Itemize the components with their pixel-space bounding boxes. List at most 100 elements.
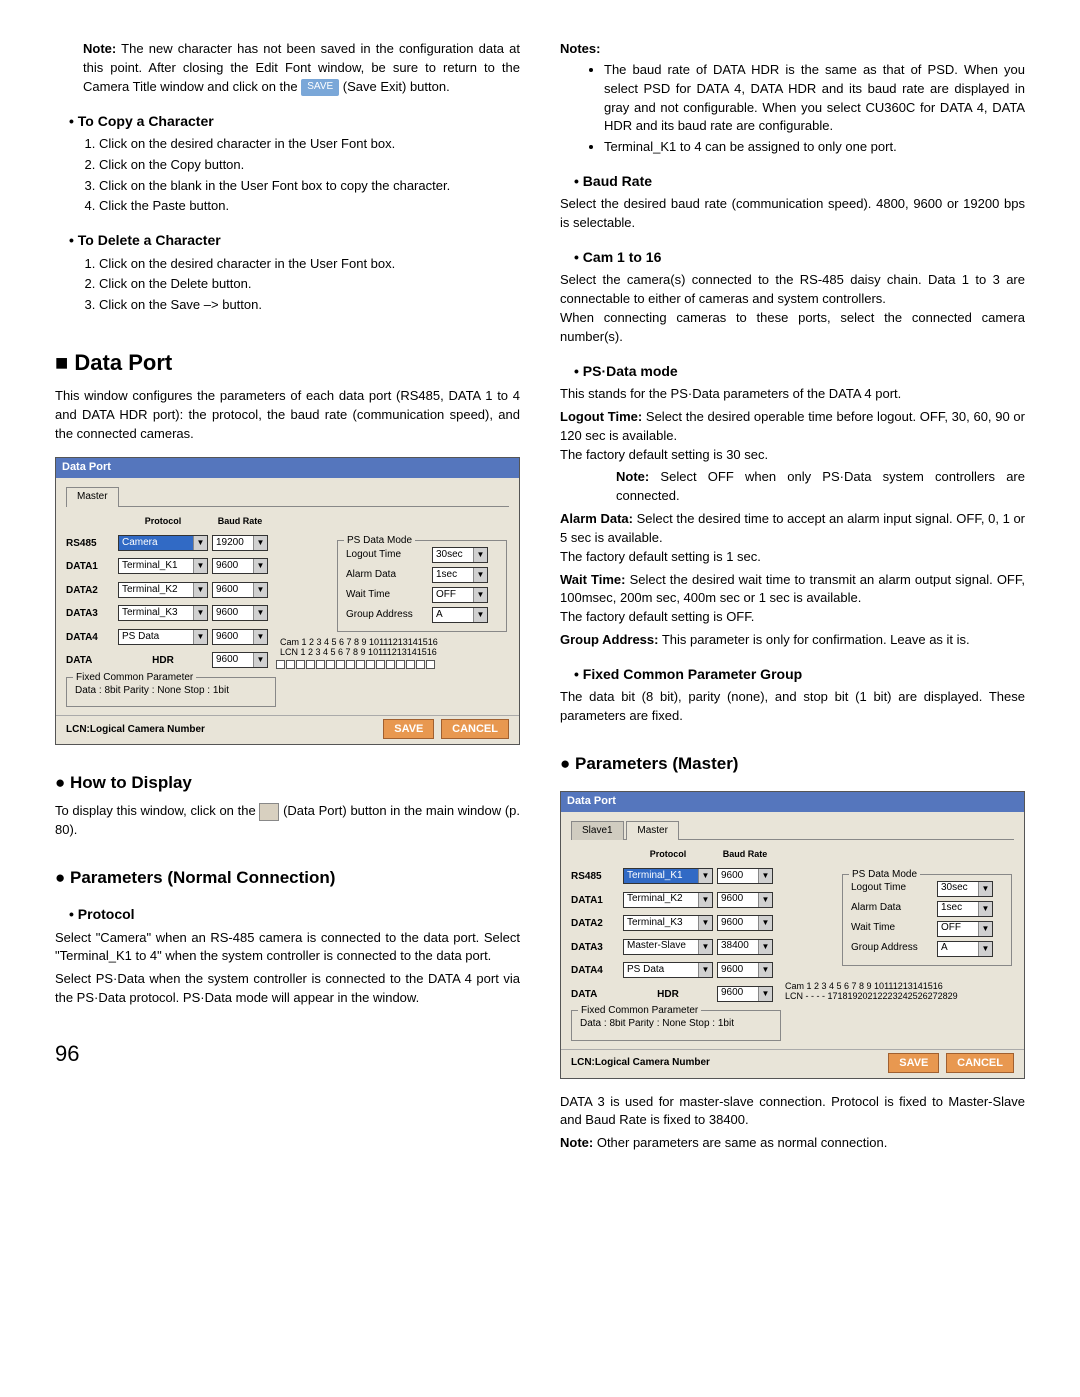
lcn-label: LCN:Logical Camera Number	[571, 1056, 710, 1071]
chevron-down-icon: ▼	[698, 869, 712, 883]
window-title: Data Port	[561, 792, 1024, 812]
chevron-down-icon: ▼	[758, 916, 772, 930]
tab-master[interactable]: Master	[66, 487, 119, 507]
chevron-down-icon: ▼	[758, 869, 772, 883]
fixed-legend: Fixed Common Parameter	[578, 1004, 701, 1019]
chevron-down-icon: ▼	[473, 568, 487, 582]
tab-master[interactable]: Master	[626, 821, 679, 841]
cam-body: Select the camera(s) connected to the RS…	[560, 271, 1025, 346]
chevron-down-icon: ▼	[698, 893, 712, 907]
combo-box[interactable]: Terminal_K3▼	[623, 915, 713, 931]
tab-row: Master	[66, 486, 509, 507]
save-button[interactable]: SAVE	[383, 719, 434, 739]
combo-box[interactable]: 30sec▼	[432, 547, 488, 563]
combo-box[interactable]: 1sec▼	[937, 901, 993, 917]
chevron-down-icon: ▼	[758, 893, 772, 907]
fixed-body: The data bit (8 bit), parity (none), and…	[560, 688, 1025, 726]
chevron-down-icon: ▼	[978, 922, 992, 936]
chevron-down-icon: ▼	[193, 606, 207, 620]
combo-box[interactable]: 9600▼	[717, 915, 773, 931]
fixed-text: Data : 8bit Parity : None Stop : 1bit	[580, 1018, 734, 1029]
cam-heading: Cam 1 to 16	[574, 247, 1025, 267]
master-body: DATA 3 is used for master-slave connecti…	[560, 1093, 1025, 1131]
copy-character-heading: To Copy a Character	[69, 111, 520, 131]
list-item: Click the Paste button.	[99, 197, 520, 216]
chevron-down-icon: ▼	[978, 882, 992, 896]
combo-box[interactable]: PS Data▼	[118, 629, 208, 645]
combo-box[interactable]: Terminal_K1▼	[118, 558, 208, 574]
combo-box[interactable]: Camera▼	[118, 535, 208, 551]
fixed-common-fieldset: Fixed Common Parameter Data : 8bit Parit…	[571, 1010, 781, 1041]
combo-box[interactable]: 9600▼	[212, 629, 268, 645]
combo-box[interactable]: Terminal_K2▼	[623, 892, 713, 908]
data-port-window-normal: Data Port Master ProtocolBaud RateRS485C…	[55, 457, 520, 745]
chevron-down-icon: ▼	[473, 588, 487, 602]
combo-box[interactable]: OFF▼	[937, 921, 993, 937]
cancel-button[interactable]: CANCEL	[441, 719, 509, 739]
data-port-heading: Data Port	[55, 347, 520, 379]
save-icon-button: SAVE	[301, 79, 339, 96]
psd-subnote: Note: Select OFF when only PS·Data syste…	[616, 468, 1025, 506]
fixed-common-fieldset: Fixed Common Parameter Data : 8bit Parit…	[66, 677, 276, 708]
combo-box[interactable]: 9600▼	[212, 582, 268, 598]
window-title: Data Port	[56, 458, 519, 478]
chevron-down-icon: ▼	[253, 630, 267, 644]
params-master-heading: Parameters (Master)	[560, 752, 1025, 777]
ps-legend: PS Data Mode	[849, 868, 920, 883]
protocol-heading: Protocol	[69, 904, 520, 924]
chevron-down-icon: ▼	[193, 559, 207, 573]
combo-box[interactable]: 19200▼	[212, 535, 268, 551]
tab-slave1[interactable]: Slave1	[571, 821, 624, 841]
delete-character-heading: To Delete a Character	[69, 230, 520, 250]
combo-box[interactable]: 9600▼	[717, 892, 773, 908]
combo-box[interactable]: 9600▼	[717, 986, 773, 1002]
delete-steps-list: Click on the desired character in the Us…	[99, 255, 520, 316]
combo-box[interactable]: A▼	[937, 941, 993, 957]
chevron-down-icon: ▼	[698, 963, 712, 977]
chevron-down-icon: ▼	[253, 606, 267, 620]
list-item: Click on the desired character in the Us…	[99, 255, 520, 274]
combo-box[interactable]: 30sec▼	[937, 881, 993, 897]
chevron-down-icon: ▼	[978, 902, 992, 916]
combo-box[interactable]: OFF▼	[432, 587, 488, 603]
chevron-down-icon: ▼	[758, 987, 772, 1001]
psd-item: Alarm Data: Select the desired time to a…	[560, 510, 1025, 567]
list-item: Click on the blank in the User Font box …	[99, 177, 520, 196]
notes-list: The baud rate of DATA HDR is the same as…	[604, 61, 1025, 157]
combo-box[interactable]: 9600▼	[717, 962, 773, 978]
chevron-down-icon: ▼	[758, 963, 772, 977]
fixed-heading: Fixed Common Parameter Group	[574, 664, 1025, 684]
combo-box[interactable]: 9600▼	[717, 868, 773, 884]
psd-item: Wait Time: Select the desired wait time …	[560, 571, 1025, 628]
combo-box[interactable]: 9600▼	[212, 605, 268, 621]
data-port-icon	[259, 803, 279, 821]
chevron-down-icon: ▼	[193, 536, 207, 550]
chevron-down-icon: ▼	[253, 583, 267, 597]
chevron-down-icon: ▼	[253, 559, 267, 573]
how-to-display-heading: How to Display	[55, 771, 520, 796]
combo-box[interactable]: PS Data▼	[623, 962, 713, 978]
page-number: 96	[55, 1038, 520, 1070]
notes-heading: Notes:	[560, 40, 1025, 59]
combo-box[interactable]: Terminal_K2▼	[118, 582, 208, 598]
combo-box[interactable]: Master-Slave▼	[623, 939, 713, 955]
note-prefix: Note:	[83, 41, 116, 56]
combo-box[interactable]: A▼	[432, 607, 488, 623]
note-text-2: (Save Exit) button.	[339, 79, 450, 94]
combo-box[interactable]: 38400▼	[717, 939, 773, 955]
lcn-label: LCN:Logical Camera Number	[66, 723, 205, 738]
list-item: The baud rate of DATA HDR is the same as…	[604, 61, 1025, 136]
combo-box[interactable]: Terminal_K3▼	[118, 605, 208, 621]
how-body: To display this window, click on the (Da…	[55, 802, 520, 840]
combo-box[interactable]: 9600▼	[212, 558, 268, 574]
combo-box[interactable]: 1sec▼	[432, 567, 488, 583]
combo-box[interactable]: Terminal_K1▼	[623, 868, 713, 884]
fixed-legend: Fixed Common Parameter	[73, 671, 196, 686]
combo-box[interactable]: 9600▼	[212, 652, 268, 668]
cancel-button[interactable]: CANCEL	[946, 1053, 1014, 1073]
save-button[interactable]: SAVE	[888, 1053, 939, 1073]
ps-legend: PS Data Mode	[344, 534, 415, 549]
cam-checkboxes[interactable]	[276, 660, 509, 669]
chevron-down-icon: ▼	[253, 653, 267, 667]
ps-grid-2: Logout Time30sec▼Alarm Data1sec▼Wait Tim…	[851, 881, 1003, 957]
